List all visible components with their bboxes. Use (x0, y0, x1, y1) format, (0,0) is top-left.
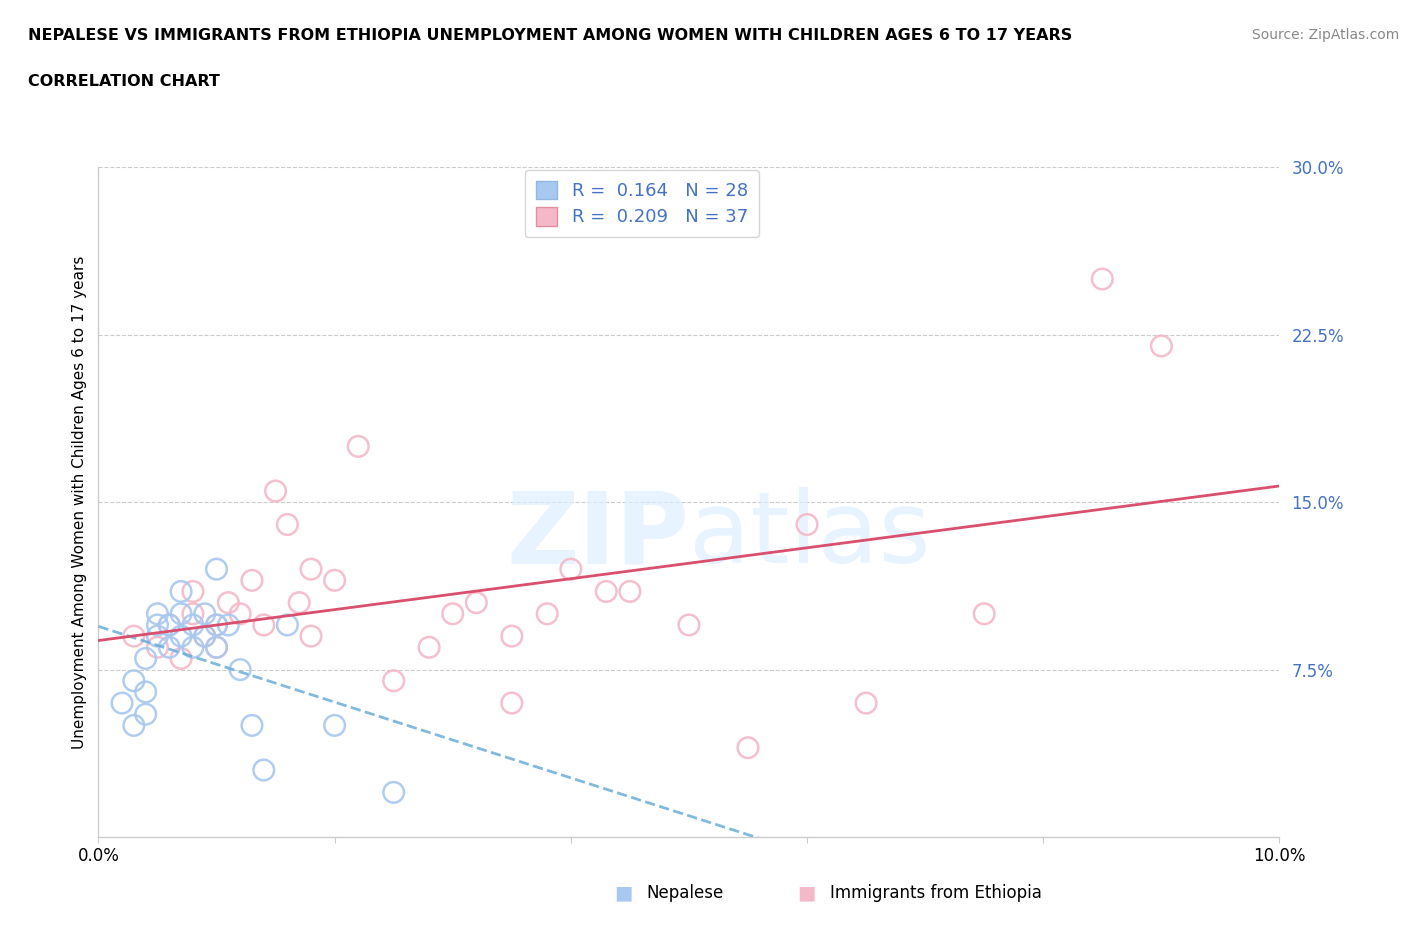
Point (276, 618, 298, 632)
Point (264, 484, 287, 498)
Text: Nepalese: Nepalese (647, 884, 724, 902)
Point (205, 562, 228, 577)
Point (595, 584, 617, 599)
Point (1150, 339, 1173, 353)
Point (288, 595, 311, 610)
Point (240, 573, 263, 588)
Point (205, 640, 228, 655)
Point (347, 439, 370, 454)
Point (122, 629, 145, 644)
Point (135, 707, 157, 722)
Point (146, 618, 169, 632)
Point (181, 640, 204, 655)
Text: ZIP: ZIP (506, 487, 689, 584)
Point (465, 595, 488, 610)
Point (194, 606, 217, 621)
Point (146, 640, 169, 655)
Point (253, 763, 276, 777)
Point (501, 629, 523, 644)
Point (855, 696, 877, 711)
Point (157, 618, 180, 632)
Point (441, 606, 464, 621)
Point (253, 618, 276, 632)
Point (501, 696, 523, 711)
Y-axis label: Unemployment Among Women with Children Ages 6 to 17 years: Unemployment Among Women with Children A… (72, 256, 87, 749)
Point (194, 629, 217, 644)
Point (205, 618, 228, 632)
Point (205, 618, 228, 632)
Point (181, 584, 204, 599)
Point (229, 606, 252, 621)
Point (1091, 272, 1114, 286)
Point (122, 718, 145, 733)
Point (170, 629, 193, 644)
Point (276, 517, 298, 532)
Legend: R =  0.164   N = 28, R =  0.209   N = 37: R = 0.164 N = 28, R = 0.209 N = 37 (524, 170, 759, 237)
Point (619, 584, 641, 599)
Point (170, 651, 193, 666)
Text: ■: ■ (797, 884, 815, 902)
Point (382, 785, 405, 800)
Point (560, 562, 582, 577)
Point (737, 740, 759, 755)
Point (194, 629, 217, 644)
Text: atlas: atlas (689, 487, 931, 584)
Point (536, 606, 558, 621)
Point (157, 640, 180, 655)
Point (157, 618, 180, 632)
Point (181, 606, 204, 621)
Point (217, 618, 239, 632)
Point (135, 684, 157, 699)
Point (170, 606, 193, 621)
Point (146, 629, 169, 644)
Point (135, 651, 157, 666)
Point (299, 562, 322, 577)
Point (146, 606, 169, 621)
Point (323, 573, 346, 588)
Point (181, 618, 204, 632)
Text: NEPALESE VS IMMIGRANTS FROM ETHIOPIA UNEMPLOYMENT AMONG WOMEN WITH CHILDREN AGES: NEPALESE VS IMMIGRANTS FROM ETHIOPIA UNE… (28, 28, 1073, 43)
Text: ■: ■ (614, 884, 633, 902)
Point (205, 640, 228, 655)
Text: Source: ZipAtlas.com: Source: ZipAtlas.com (1251, 28, 1399, 42)
Point (170, 584, 193, 599)
Point (299, 629, 322, 644)
Point (382, 673, 405, 688)
Point (418, 640, 440, 655)
Point (240, 718, 263, 733)
Point (973, 606, 995, 621)
Point (678, 618, 700, 632)
Point (323, 718, 346, 733)
Point (229, 662, 252, 677)
Point (122, 673, 145, 688)
Text: CORRELATION CHART: CORRELATION CHART (28, 74, 219, 89)
Text: Immigrants from Ethiopia: Immigrants from Ethiopia (830, 884, 1042, 902)
Point (111, 696, 134, 711)
Point (796, 517, 818, 532)
Point (217, 595, 239, 610)
